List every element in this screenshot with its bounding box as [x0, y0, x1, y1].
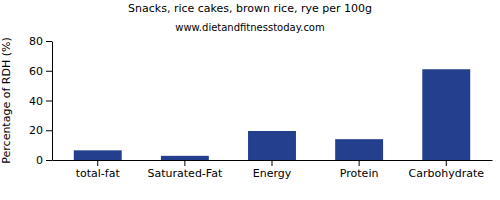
title: Snacks, rice cakes, brown rice, rye per …	[128, 2, 372, 15]
x-tick: total-fat	[76, 160, 121, 180]
x-axis: total-fat Saturated-Fat Energy Protein Carbo…	[53, 160, 493, 180]
y-axis: 0 20 40 60 80	[29, 35, 53, 167]
y-tick-mark	[46, 41, 52, 42]
y-tick: 0	[36, 154, 52, 167]
x-tick-mark	[97, 160, 98, 166]
x-tick: Energy	[253, 160, 292, 180]
x-tick-label: Protein	[340, 167, 379, 180]
x-tick-label: Energy	[253, 167, 292, 180]
bar	[161, 156, 209, 160]
y-tick: 60	[29, 65, 52, 78]
bar	[74, 150, 122, 160]
y-axis-line	[52, 42, 53, 161]
y-tick-label: 0	[36, 154, 43, 167]
x-tick-mark	[272, 160, 273, 166]
x-tick-mark	[359, 160, 360, 166]
x-tick-label: Carbohydrate	[409, 167, 485, 180]
y-tick: 40	[29, 95, 52, 108]
y-tick: 80	[29, 35, 52, 48]
y-tick: 20	[29, 124, 52, 137]
y-tick-label: 60	[29, 65, 43, 78]
x-tick-mark	[184, 160, 185, 166]
bar	[248, 131, 296, 160]
y-tick-mark	[46, 101, 52, 102]
bar	[422, 69, 470, 160]
bar	[335, 139, 383, 160]
x-tick: Saturated-Fat	[148, 160, 223, 180]
subtitle: www.dietandfitnesstoday.com	[175, 22, 324, 33]
plot: 0 20 40 60 80 total-fat Saturated-Fat Energy Pro…	[29, 35, 493, 180]
x-tick: Carbohydrate	[409, 160, 485, 180]
bars	[74, 69, 470, 160]
y-tick-mark	[46, 130, 52, 131]
y-tick-label: 80	[29, 35, 43, 48]
x-tick-label: total-fat	[76, 167, 121, 180]
chart: Snacks, rice cakes, brown rice, rye per …	[0, 0, 500, 200]
y-tick-mark	[46, 71, 52, 72]
y-tick-label: 40	[29, 95, 43, 108]
x-tick-label: Saturated-Fat	[148, 167, 223, 180]
y-axis-title: Percentage of RDH (%)	[0, 37, 13, 163]
x-tick-mark	[446, 160, 447, 166]
x-tick: Protein	[340, 160, 379, 180]
y-tick-mark	[46, 160, 52, 161]
y-tick-label: 20	[29, 124, 43, 137]
